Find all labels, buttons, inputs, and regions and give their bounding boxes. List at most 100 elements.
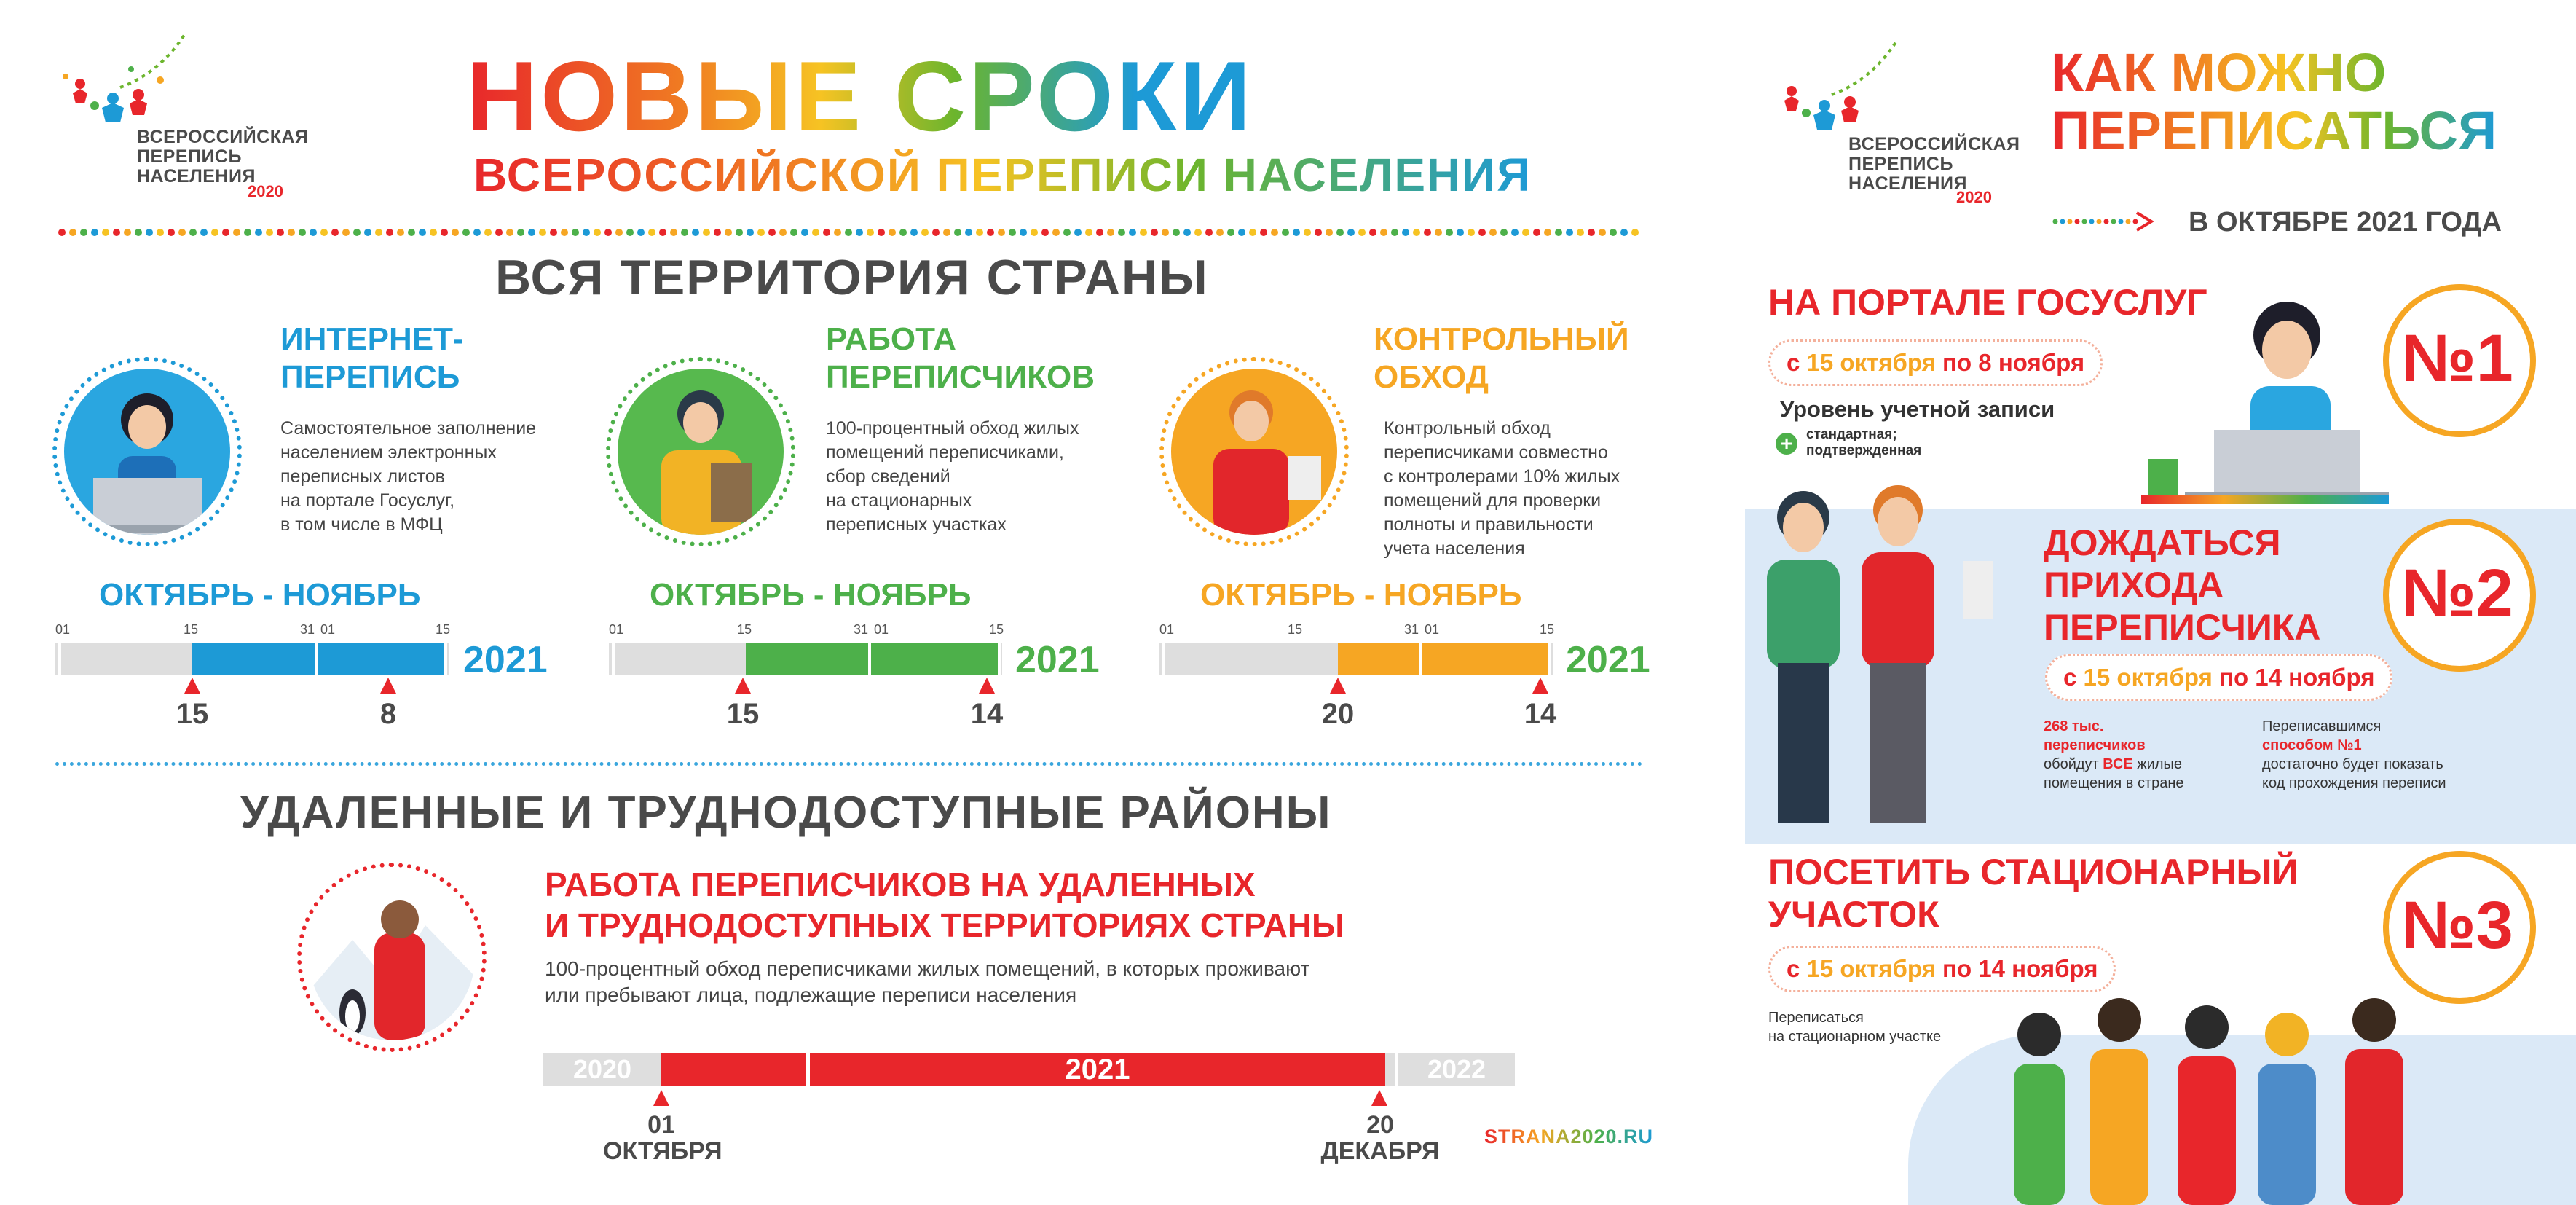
illustration-ring bbox=[52, 357, 242, 546]
logo-line1: ВСЕРОССИЙСКАЯ bbox=[1848, 134, 2020, 154]
main-title-text: НОВЫЕ СРОКИ bbox=[466, 41, 1254, 152]
date-pre: с bbox=[1787, 955, 1800, 982]
plus-icon: + bbox=[1776, 433, 1797, 455]
note-right-red: способом №1 bbox=[2262, 737, 2362, 753]
way1-heading: НА ПОРТАЛЕ ГОСУСЛУГ bbox=[1768, 282, 2207, 323]
column3-end: 14 bbox=[1524, 698, 1557, 730]
logo-year: 2020 bbox=[1956, 188, 1992, 206]
way1-account-value: стандартная; подтвержденная bbox=[1806, 427, 1922, 458]
date-start: 15 октября bbox=[1806, 349, 1936, 376]
controller-illustration bbox=[1171, 369, 1337, 535]
remote-start-date: 01 ОКТЯБРЯ bbox=[603, 1111, 722, 1164]
logo-line3: НАСЕЛЕНИЯ bbox=[137, 166, 256, 187]
column3-year: 2021 bbox=[1566, 639, 1650, 681]
way2-number: №2 bbox=[2401, 556, 2513, 630]
tick: 31 bbox=[1404, 622, 1419, 637]
timeline-fill bbox=[1338, 643, 1548, 675]
tick: 15 bbox=[436, 622, 451, 637]
way3-dates: с 15 октября по 14 ноября bbox=[1768, 946, 2116, 992]
start-marker bbox=[735, 678, 751, 694]
section1-title: ВСЯ ТЕРРИТОРИЯ СТРАНЫ bbox=[495, 250, 1209, 305]
column3-period: ОКТЯБРЬ - НОЯБРЬ bbox=[1200, 577, 1522, 613]
remote-end-date: 20 ДЕКАБРЯ bbox=[1311, 1112, 1449, 1164]
column1-end: 8 bbox=[379, 698, 397, 730]
date-end: 14 ноября bbox=[2255, 664, 2375, 691]
date-mid: по bbox=[1942, 349, 1972, 376]
year-2020-segment bbox=[543, 1053, 661, 1086]
remote-end-month: ДЕКАБРЯ bbox=[1320, 1137, 1440, 1165]
column3-start: 20 bbox=[1321, 698, 1355, 730]
column2-start: 15 bbox=[726, 698, 760, 730]
illustration-ring bbox=[1159, 357, 1349, 546]
timeline-fill bbox=[192, 643, 444, 675]
column2-period: ОКТЯБРЬ - НОЯБРЬ bbox=[650, 577, 972, 613]
remote-desc: 100-процентный обход переписчиками жилых… bbox=[545, 957, 1310, 1006]
way3-number-bubble bbox=[2383, 851, 2536, 1004]
right-title-line1: КАК МОЖНО bbox=[2051, 42, 2387, 103]
woman-laptop-illustration bbox=[64, 369, 230, 535]
remote-end-day: 20 bbox=[1366, 1111, 1394, 1139]
tick: 01 bbox=[1159, 622, 1175, 637]
logo-figures-icon bbox=[1784, 39, 1899, 130]
remote-fill-2020 bbox=[661, 1053, 806, 1086]
column1-start: 15 bbox=[176, 698, 209, 730]
column2-year: 2021 bbox=[1015, 639, 1100, 681]
note-right-a: Переписавшимся bbox=[2262, 718, 2382, 734]
tick: 15 bbox=[1288, 622, 1303, 637]
tick: 15 bbox=[989, 622, 1004, 637]
way2-dates: с 15 октября по 14 ноября bbox=[2045, 654, 2393, 701]
tick: 31 bbox=[854, 622, 869, 637]
logo-figures-icon bbox=[63, 31, 187, 122]
illustration-ring bbox=[297, 863, 487, 1052]
end-marker bbox=[1532, 678, 1548, 694]
site-link[interactable]: STRANA2020.RU bbox=[1484, 1126, 1653, 1148]
year-2022-label: 2022 bbox=[1427, 1054, 1486, 1084]
section-divider bbox=[55, 762, 1643, 766]
census-logo-right: ВСЕРОССИЙСКАЯ ПЕРЕПИСЬ НАСЕЛЕНИЯ 2020 bbox=[1762, 36, 2025, 206]
column2-desc: 100-процентный обход жилых помещений пер… bbox=[826, 418, 1079, 535]
start-marker bbox=[184, 678, 200, 694]
date-pre: с bbox=[1787, 349, 1800, 376]
note-left-c: жилые помещения в стране bbox=[2044, 756, 2184, 791]
section2-title: УДАЛЕННЫЕ И ТРУДНОДОСТУПНЫЕ РАЙОНЫ bbox=[240, 788, 1332, 838]
logo-line3: НАСЕЛЕНИЯ bbox=[1848, 173, 1967, 194]
column2-end: 14 bbox=[970, 698, 1004, 730]
tick: 01 bbox=[320, 622, 336, 637]
remote-title: РАБОТА ПЕРЕПИСЧИКОВ НА УДАЛЕННЫХ И ТРУДН… bbox=[545, 866, 1345, 944]
year-2021-tail bbox=[1385, 1053, 1395, 1086]
way1-account-label: Уровень учетной записи bbox=[1780, 396, 2055, 422]
column1-period: ОКТЯБРЬ - НОЯБРЬ bbox=[99, 577, 421, 613]
date-mid: по bbox=[2219, 664, 2249, 691]
woman-laptop-illustration bbox=[2148, 302, 2389, 503]
way2-number-bubble bbox=[2383, 519, 2536, 672]
way2-heading: ДОЖДАТЬСЯ ПРИХОДА ПЕРЕПИСЧИКА bbox=[2044, 522, 2321, 648]
tick: 01 bbox=[55, 622, 71, 637]
way3-note: Переписаться на стационарном участке bbox=[1768, 1010, 1942, 1045]
people-group-illustration bbox=[2014, 998, 2403, 1205]
main-subtitle-text: ВСЕРОССИЙСКОЙ ПЕРЕПИСИ НАСЕЛЕНИЯ bbox=[473, 149, 1532, 201]
note-left-b: ВСЕ bbox=[2103, 756, 2133, 772]
enumerators-illustration bbox=[1767, 485, 1993, 823]
start-marker bbox=[1330, 678, 1346, 694]
note-right-b: достаточно будет показать код прохождени… bbox=[2262, 756, 2446, 791]
logo-line2: ПЕРЕПИСЬ bbox=[137, 146, 242, 167]
arctic-enumerator-illustration bbox=[309, 874, 475, 1040]
column1-timeline: 01 15 31 01 15 bbox=[55, 622, 450, 675]
way1-dates: с 15 октября по 8 ноября bbox=[1768, 339, 2103, 386]
remote-start-day: 01 bbox=[647, 1111, 675, 1139]
right-title: КАК МОЖНО ПЕРЕПИСАТЬСЯ bbox=[2051, 44, 2497, 160]
way3-heading: ПОСЕТИТЬ СТАЦИОНАРНЫЙ УЧАСТОК bbox=[1768, 852, 2299, 935]
arrow-icon bbox=[2052, 211, 2154, 232]
way2-note-right: Переписавшимся способом №1 достаточно бу… bbox=[2262, 717, 2446, 793]
column1-year: 2021 bbox=[463, 639, 548, 681]
timeline-fill bbox=[746, 643, 998, 675]
date-start: 15 октября bbox=[2083, 664, 2213, 691]
note-left-a: обойдут bbox=[2044, 756, 2103, 772]
end-marker bbox=[380, 678, 396, 694]
site-link-text[interactable]: STRANA2020.RU bbox=[1484, 1126, 1654, 1147]
way2-note-left: 268 тыс. переписчиков обойдут ВСЕ жилые п… bbox=[2044, 717, 2184, 793]
year-2021-label: 2021 bbox=[1065, 1053, 1130, 1086]
way3-number: №3 bbox=[2401, 888, 2513, 962]
end-marker bbox=[979, 678, 995, 694]
